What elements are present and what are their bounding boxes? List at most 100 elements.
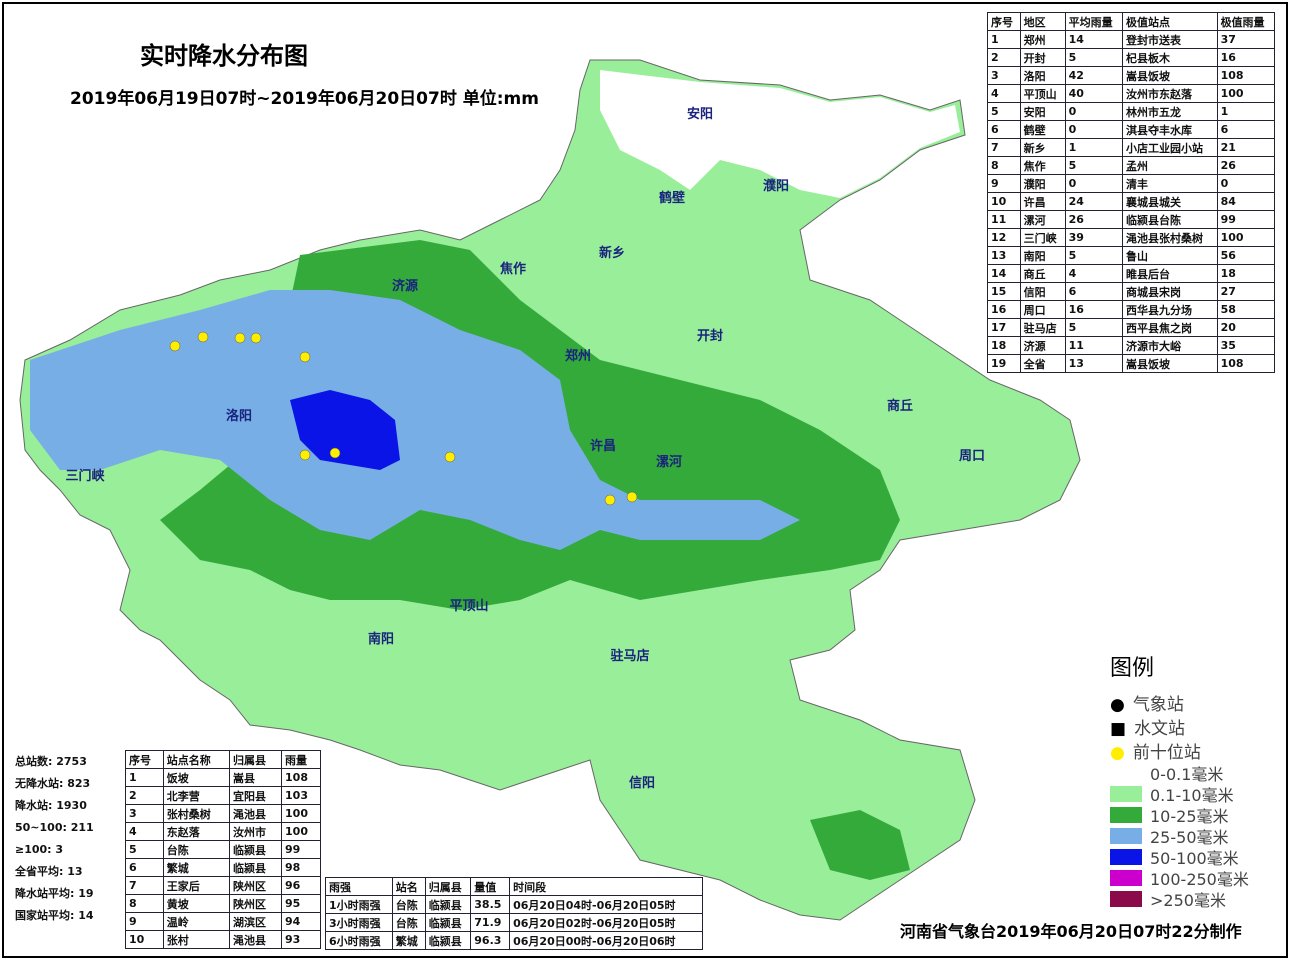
cell: 临颍县 [424, 895, 472, 914]
cell: 漯河 [1019, 210, 1066, 229]
row: 3小时雨强 台陈 临颍县 71.9 06月20日02时-06月20日05时 [325, 913, 703, 932]
stat-label: 无降水站: [15, 777, 64, 790]
cell: 三门峡 [1019, 228, 1066, 247]
cell: 商丘 [1019, 264, 1066, 283]
cell: 2 [125, 786, 164, 805]
row: 10 张村 渑池县 93 [125, 930, 321, 949]
cell: 5 [125, 840, 164, 859]
no-rain-area [600, 70, 960, 198]
legend-symbol: ● [1110, 695, 1125, 715]
cell: 临颍县台陈 [1122, 210, 1218, 229]
stat-value: 211 [70, 820, 94, 834]
header-cell: 站名 [391, 877, 426, 896]
stat-value: 14 [78, 909, 94, 922]
cell: 15 [987, 282, 1021, 301]
legend-swatch [1110, 827, 1142, 844]
cell: 2 [987, 48, 1021, 67]
cell: 4 [1064, 264, 1124, 283]
station-dot [169, 340, 181, 352]
cell: 5 [1064, 48, 1124, 67]
row: 1 郑州 14 登封市送表 37 [987, 30, 1276, 49]
cell: 26 [1216, 156, 1276, 175]
header-cell: 序号 [125, 750, 164, 769]
cell: 6 [1064, 282, 1124, 301]
cell: 0 [1216, 174, 1276, 193]
cell: 16 [1216, 48, 1276, 67]
cell: 汝州市东赵落 [1122, 84, 1218, 103]
row: 6 鹤壁 0 淇县夺丰水库 6 [987, 120, 1276, 139]
stat-value: 19 [78, 887, 94, 900]
cell: 5 [987, 102, 1021, 121]
cell: 6 [1216, 120, 1276, 139]
row: 4 东赵落 汝州市 100 [125, 822, 321, 841]
cell: 繁城 [162, 858, 231, 877]
legend-range: 100-250毫米 [1110, 867, 1280, 889]
legend-swatch [1110, 806, 1142, 823]
cell: 13 [1064, 354, 1124, 373]
cell: 渑池县 [229, 930, 283, 949]
legend-symbol: ■ [1110, 719, 1127, 739]
header-cell: 极值雨量 [1216, 12, 1276, 31]
cell: 10 [125, 930, 164, 949]
cell: 20 [1216, 318, 1276, 337]
station-dot [444, 451, 456, 463]
city-label: 周口 [959, 449, 985, 464]
cell: 西平县焦之岗 [1122, 318, 1218, 337]
legend-label: 前十位站 [1132, 743, 1201, 763]
row: 2 北李营 宜阳县 103 [125, 786, 321, 805]
stat-cell: 国家站平均: 14 [12, 904, 124, 926]
stat-row: 总站数: 2753 [12, 750, 124, 772]
legend-label: 气象站 [1132, 695, 1184, 715]
cell: 0 [1064, 174, 1124, 193]
cell: 58 [1216, 300, 1276, 319]
cell: 宜阳县 [229, 786, 283, 805]
row: 12 三门峡 39 渑池县张村桑树 100 [987, 228, 1276, 247]
cell: 周口 [1019, 300, 1066, 319]
cell: 40 [1064, 84, 1124, 103]
cell: 孟州 [1122, 156, 1218, 175]
header-cell: 时间段 [509, 877, 703, 896]
cell: 6 [987, 120, 1021, 139]
row: 1 饭坡 嵩县 108 [125, 768, 321, 787]
cell: 98 [281, 858, 321, 877]
stat-cell: 无降水站: 823 [12, 772, 124, 794]
cell: 杞县板木 [1122, 48, 1218, 67]
city-label: 新乡 [599, 245, 625, 261]
cell: 26 [1064, 210, 1124, 229]
legend-station: ● 前十位站 [1110, 738, 1280, 763]
cell: 96 [281, 876, 321, 895]
cell: 10 [987, 192, 1021, 211]
legend-range: 50-100毫米 [1110, 846, 1280, 868]
city-label: 许昌 [590, 438, 616, 454]
cell: 8 [987, 156, 1021, 175]
cell: 南阳 [1019, 246, 1066, 265]
cell: 临颍县 [424, 913, 472, 932]
area-10-25-south [810, 810, 910, 880]
legend-swatch [1110, 785, 1142, 802]
cell: 18 [1216, 264, 1276, 283]
legend-label: 0.1-10毫米 [1150, 785, 1234, 805]
legend-range: 0-0.1毫米 [1110, 762, 1280, 784]
stat-cell: ≥100: 3 [12, 838, 124, 860]
station-dot [234, 332, 246, 344]
cell: 95 [281, 894, 321, 913]
cell: 安阳 [1019, 102, 1066, 121]
cell: 温岭 [162, 912, 231, 931]
cell: 38.5 [470, 895, 511, 914]
stat-label: 总站数: [15, 755, 53, 768]
cell: 96.3 [470, 931, 511, 950]
row: 18 济源 11 济源市大峪 35 [987, 336, 1276, 355]
cell: 渑池县 [229, 804, 283, 823]
row: 7 新乡 1 小店工业园小站 21 [987, 138, 1276, 157]
cell: 1小时雨强 [325, 895, 393, 914]
cell: 新乡 [1019, 138, 1066, 157]
legend-label: 0-0.1毫米 [1150, 764, 1224, 784]
city-label: 焦作 [499, 261, 526, 277]
cell: 西华县九分场 [1122, 300, 1218, 319]
subtitle: 2019年06月19日07时~2019年06月20日07时 单位:mm [70, 89, 539, 109]
city-label: 南阳 [368, 631, 394, 647]
stat-label: 国家站平均: [15, 909, 75, 922]
cell: 8 [125, 894, 164, 913]
